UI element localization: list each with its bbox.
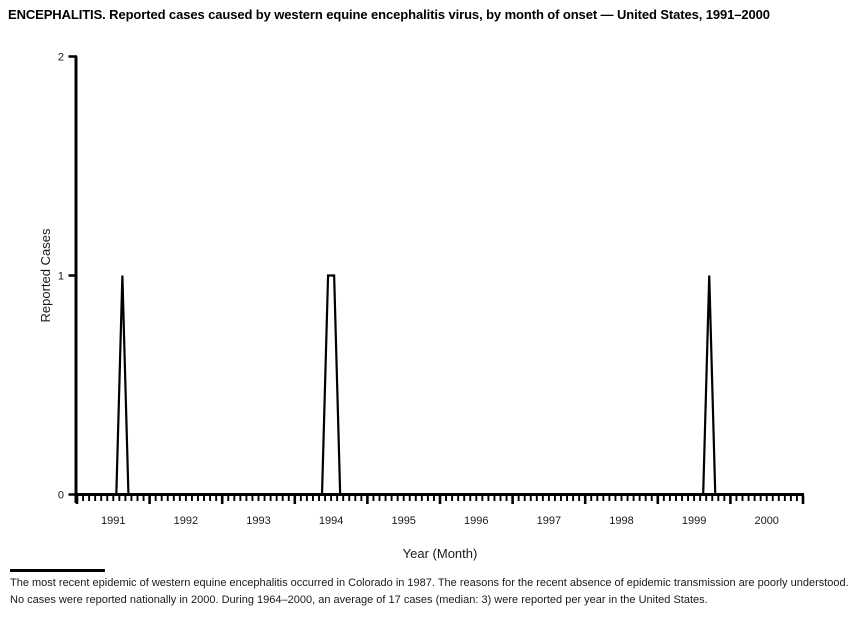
x-axis-title: Year (Month) [403,546,478,561]
year-label: 1994 [319,515,343,527]
y-tick-label: 2 [58,52,64,64]
page-title: ENCEPHALITIS. Reported cases caused by w… [8,7,770,22]
year-label: 1995 [391,515,415,527]
year-label: 1993 [246,515,270,527]
footnote-text: The most recent epidemic of western equi… [10,577,849,606]
year-label: 1998 [609,515,633,527]
year-label: 1996 [464,515,488,527]
y-tick-label: 0 [58,490,64,502]
footnote-rule [10,569,105,572]
year-label: 2000 [754,515,778,527]
year-label: 1991 [101,515,125,527]
y-axis-title: Reported Cases [38,228,53,322]
y-tick-label: 1 [58,271,64,283]
case-polyline [80,274,800,496]
year-label: 1992 [174,515,198,527]
year-label: 1997 [537,515,561,527]
year-label: 1999 [682,515,706,527]
